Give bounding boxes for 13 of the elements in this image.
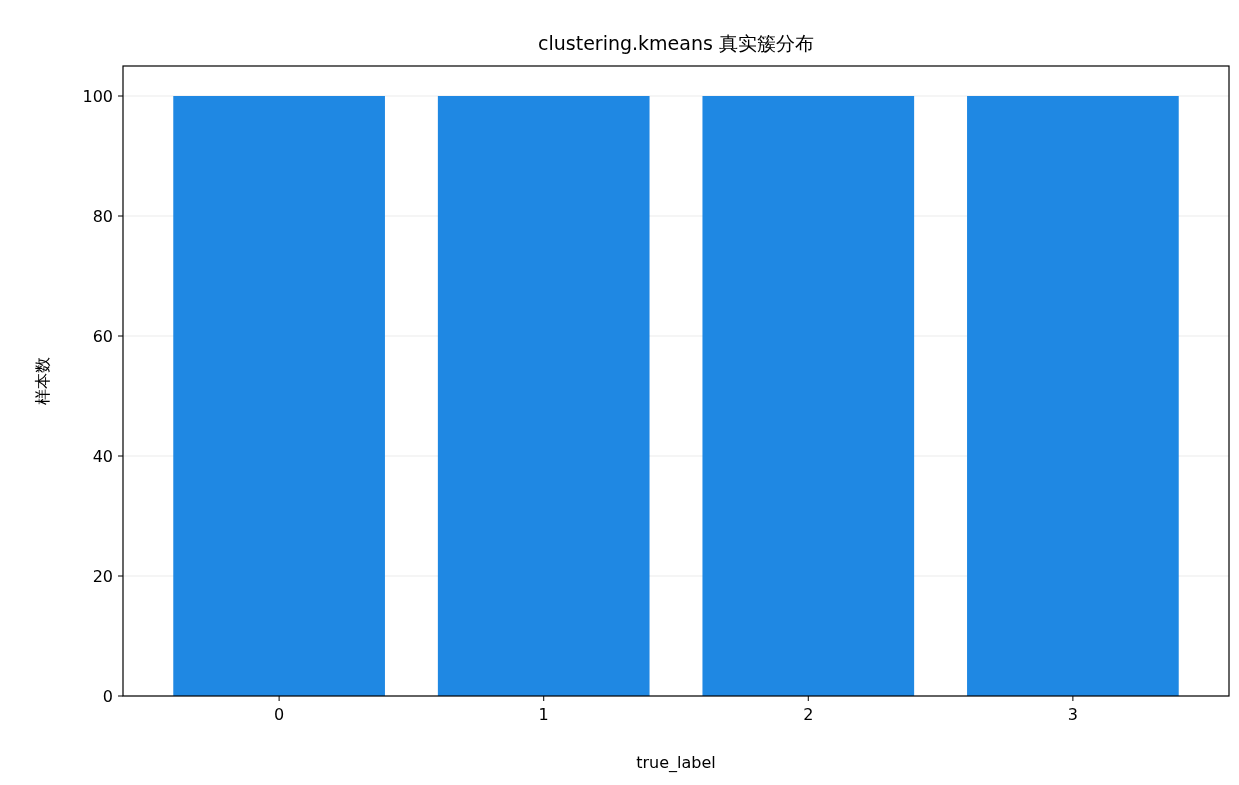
x-tick-label: 2	[803, 705, 814, 724]
y-tick-label: 80	[92, 206, 113, 226]
y-tick-label: 0	[102, 686, 113, 706]
chart-title: clustering.kmeans 真实簇分布	[538, 32, 814, 54]
y-tick-label: 40	[92, 446, 113, 466]
y-axis-title: 样本数	[33, 357, 52, 405]
y-tick-label: 20	[92, 566, 113, 586]
x-axis-title: true_label	[636, 753, 716, 773]
y-tick-label: 100	[82, 86, 113, 106]
y-tick-label: 60	[92, 326, 113, 346]
x-tick-label: 0	[274, 705, 285, 724]
x-tick-label: 1	[538, 705, 549, 724]
x-tick-label: 3	[1067, 705, 1078, 724]
